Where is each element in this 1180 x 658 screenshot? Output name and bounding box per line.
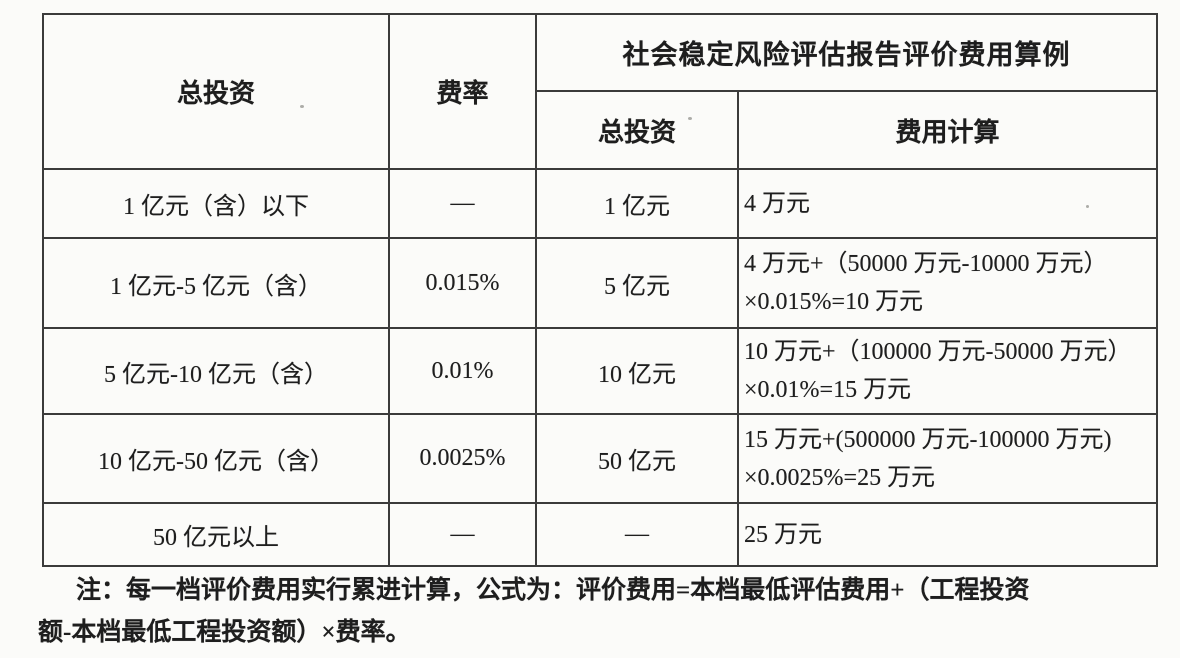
cell-fee-calc: 15 万元+(500000 万元-100000 万元) ×0.0025%=25 …	[737, 413, 1158, 504]
footnote: 注：每一档评价费用实行累进计算，公式为：评价费用=本档最低评估费用+（工程投资 …	[38, 577, 1030, 646]
cell-example-investment: 50 亿元	[535, 413, 739, 504]
cell-example-investment: 1 亿元	[535, 168, 739, 239]
cell-rate: 0.015%	[388, 237, 537, 329]
cell-rate: —	[388, 502, 537, 567]
table-row: 10 亿元-50 亿元（含） 0.0025% 50 亿元 15 万元+(5000…	[42, 413, 1158, 504]
header-rate: 费率	[388, 13, 537, 170]
cell-example-investment: 5 亿元	[535, 237, 739, 329]
table-row: 1 亿元（含）以下 — 1 亿元 4 万元	[42, 168, 1158, 239]
cell-fee-calc: 4 万元+（50000 万元-10000 万元） ×0.015%=10 万元	[737, 237, 1158, 329]
scan-speck	[1086, 205, 1089, 208]
header-row-top: 总投资 费率 社会稳定风险评估报告评价费用算例	[42, 13, 1158, 170]
cell-example-investment: —	[535, 502, 739, 567]
header-total-investment: 总投资	[42, 13, 390, 170]
cell-investment-range: 1 亿元（含）以下	[42, 168, 390, 239]
scan-speck	[300, 105, 304, 108]
cell-fee-calc: 4 万元	[737, 168, 1158, 239]
table-row: 5 亿元-10 亿元（含） 0.01% 10 亿元 10 万元+（100000 …	[42, 327, 1158, 415]
cell-investment-range: 5 亿元-10 亿元（含）	[42, 327, 390, 415]
header-example-investment: 总投资	[535, 90, 739, 170]
cell-example-investment: 10 亿元	[535, 327, 739, 415]
scan-speck	[688, 117, 692, 120]
cell-rate: 0.0025%	[388, 413, 537, 504]
cell-fee-calc: 10 万元+（100000 万元-50000 万元） ×0.01%=15 万元	[737, 327, 1158, 415]
table-row: 1 亿元-5 亿元（含） 0.015% 5 亿元 4 万元+（50000 万元-…	[42, 237, 1158, 329]
cell-investment-range: 1 亿元-5 亿元（含）	[42, 237, 390, 329]
cell-investment-range: 10 亿元-50 亿元（含）	[42, 413, 390, 504]
cell-fee-calc: 25 万元	[737, 502, 1158, 567]
cell-rate: —	[388, 168, 537, 239]
header-example-title: 社会稳定风险评估报告评价费用算例	[535, 13, 1158, 92]
header-fee-calc: 费用计算	[737, 90, 1158, 170]
table-row: 50 亿元以上 — — 25 万元	[42, 502, 1158, 567]
header-row-sub: 总投资 费用计算	[43, 90, 1158, 170]
cell-investment-range: 50 亿元以上	[42, 502, 390, 567]
cell-rate: 0.01%	[388, 327, 537, 415]
fee-table: 总投资 费率 社会稳定风险评估报告评价费用算例 总投资 费用计算 1 亿元（含）…	[42, 13, 1158, 567]
